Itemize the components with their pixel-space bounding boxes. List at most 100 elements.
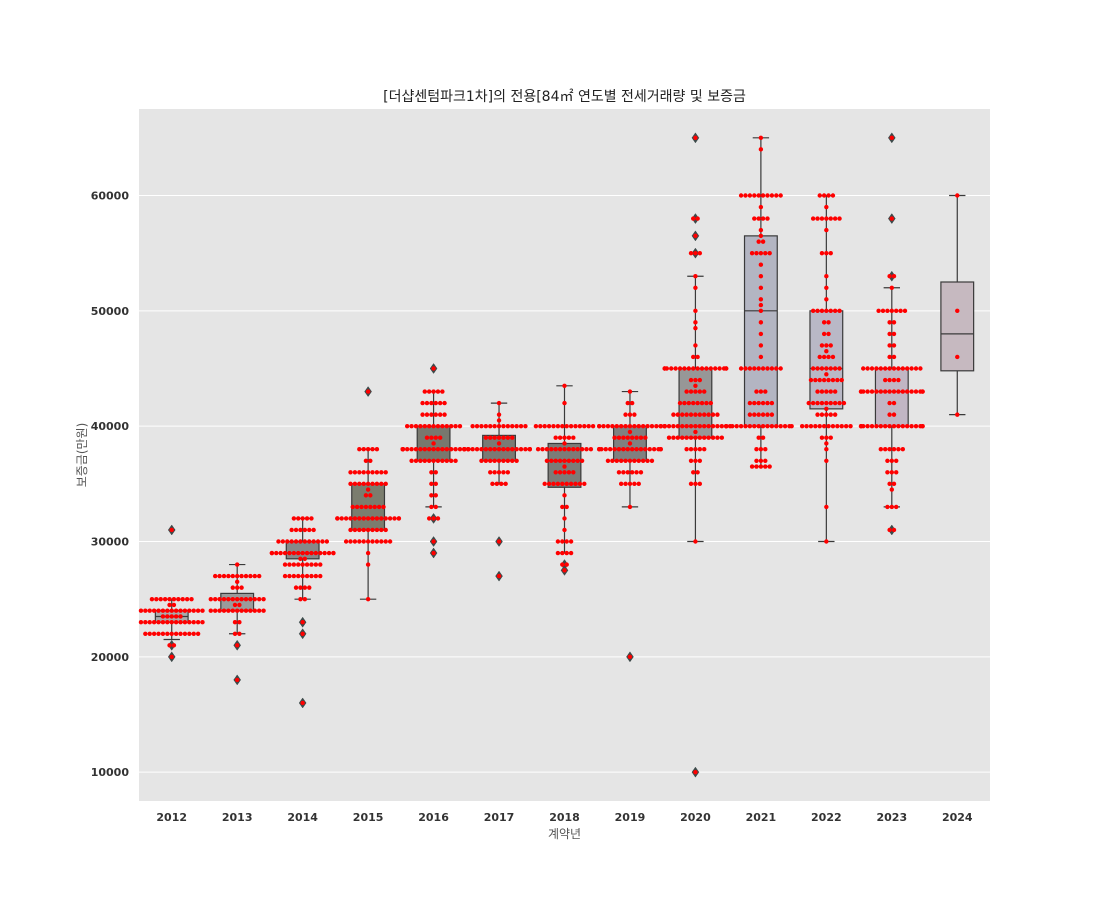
data-point (828, 250, 833, 256)
data-point (821, 423, 827, 429)
data-point (839, 377, 844, 383)
data-point (571, 447, 576, 452)
data-point (715, 412, 720, 417)
data-point (688, 250, 694, 256)
data-point (756, 435, 761, 440)
x-tick-layer: 2012 2013 2014 2015 2016 2017 2018 2019 2020 2021… (156, 811, 972, 824)
data-point (647, 447, 652, 452)
data-point (810, 400, 816, 406)
data-point (555, 481, 561, 487)
data-point (555, 550, 561, 556)
data-point (688, 389, 694, 394)
data-point (217, 573, 222, 579)
data-point (599, 447, 604, 452)
data-point (365, 487, 371, 492)
data-point (640, 458, 646, 463)
data-point (618, 458, 624, 463)
data-point (874, 366, 879, 371)
data-point (758, 204, 764, 210)
data-point (878, 389, 884, 394)
data-point (501, 458, 506, 463)
data-point (457, 423, 463, 429)
data-point (758, 464, 764, 469)
data-point (891, 320, 897, 325)
data-point (861, 389, 866, 394)
x-tick-label: 2019 (615, 811, 646, 824)
data-point (158, 596, 163, 602)
data-point (839, 423, 844, 429)
data-point (418, 447, 423, 452)
data-point (549, 458, 554, 463)
data-point (671, 412, 676, 417)
data-point (269, 550, 275, 556)
data-point (287, 550, 292, 556)
data-point (603, 447, 608, 452)
data-point (697, 377, 703, 383)
data-point (437, 400, 443, 406)
data-point (444, 458, 449, 463)
data-point (752, 423, 757, 429)
data-point (448, 447, 454, 452)
data-point (189, 596, 194, 602)
data-point (422, 458, 427, 463)
data-point (343, 516, 349, 521)
data-point (453, 423, 458, 429)
data-point (774, 423, 779, 429)
data-point (555, 423, 561, 429)
y-axis-label: 보증금(만원) (75, 423, 89, 488)
data-point (643, 435, 648, 440)
data-point (693, 274, 698, 279)
data-point (848, 423, 853, 429)
data-point (636, 481, 641, 487)
data-point (488, 435, 493, 440)
data-point (824, 412, 829, 417)
data-point (546, 481, 552, 487)
x-tick-label: 2017 (484, 811, 515, 824)
data-point (614, 423, 619, 429)
data-point (160, 614, 166, 619)
data-point (760, 400, 766, 406)
data-point (669, 366, 674, 371)
data-point (605, 423, 611, 429)
data-point (361, 516, 366, 521)
data-point (162, 596, 168, 602)
data-point (614, 458, 619, 463)
data-point (352, 539, 358, 544)
data-point (409, 423, 414, 429)
data-point (824, 297, 829, 302)
data-point (824, 441, 829, 446)
data-point (675, 435, 681, 440)
data-point (955, 412, 960, 417)
data-point (804, 423, 809, 429)
data-point (291, 550, 297, 556)
data-point (553, 470, 558, 475)
data-point (239, 596, 244, 602)
data-point (758, 389, 764, 394)
data-point (817, 377, 822, 383)
data-point (431, 441, 436, 446)
data-point (891, 331, 897, 337)
data-point (143, 631, 148, 636)
data-point (160, 608, 166, 613)
data-point (496, 447, 502, 452)
data-point (505, 470, 511, 475)
data-point (418, 458, 423, 463)
data-point (819, 366, 825, 371)
data-point (479, 458, 484, 463)
data-point (710, 435, 716, 440)
box-body (743, 235, 778, 427)
data-point (693, 325, 698, 331)
data-point (826, 193, 831, 198)
data-point (765, 412, 770, 417)
data-point (505, 458, 511, 463)
data-point (261, 608, 266, 613)
data-point (435, 516, 441, 521)
data-point (865, 423, 870, 429)
data-point (383, 481, 388, 487)
data-point (765, 216, 770, 221)
data-point (769, 400, 775, 406)
data-point (505, 435, 511, 440)
data-point (422, 447, 427, 452)
data-point (365, 481, 371, 487)
data-point (318, 550, 323, 556)
